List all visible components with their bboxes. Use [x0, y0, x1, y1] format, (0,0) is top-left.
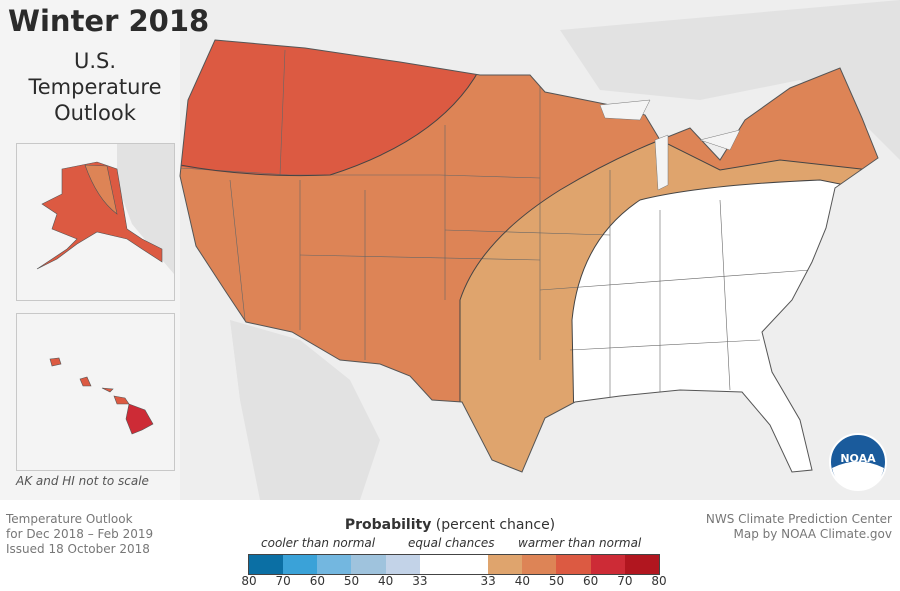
- legend-swatch: [317, 555, 352, 574]
- legend-tick: 40: [514, 574, 530, 588]
- page-title: Winter 2018: [8, 4, 210, 38]
- legend-tick: 70: [617, 574, 633, 588]
- legend-cooler: cooler than normal: [261, 536, 376, 550]
- issue-date: Issued 18 October 2018: [6, 542, 150, 556]
- legend-swatch: [283, 555, 318, 574]
- legend-warmer: warmer than normal: [518, 536, 642, 550]
- outlook-map: NOAA: [179, 0, 900, 500]
- legend-title-rest: (percent chance): [431, 517, 556, 533]
- legend-swatch: [351, 555, 386, 574]
- noaa-logo: NOAA: [829, 433, 887, 491]
- contour-33: [571, 179, 871, 472]
- legend-tick: 33: [480, 574, 496, 588]
- subtitle-line: U.S.: [73, 49, 117, 73]
- canada-land: [560, 0, 900, 160]
- region-northwest: [180, 40, 495, 176]
- legend-tick: 40: [378, 574, 394, 588]
- legend-tick: 50: [548, 574, 565, 588]
- legend-equal: equal chances: [408, 536, 495, 550]
- legend-swatch: [419, 555, 454, 574]
- legend-title-bold: Probability: [344, 517, 432, 533]
- legend-tick: 50: [343, 574, 360, 588]
- great-lakes: [599, 99, 741, 191]
- legend-swatch: [385, 555, 420, 574]
- noaa-logo-text: NOAA: [840, 452, 876, 465]
- legend-tick: 70: [275, 574, 291, 588]
- state-lines: [180, 49, 811, 400]
- outlook-info: Temperature Outlook for Dec 2018 – Feb 2…: [6, 512, 153, 557]
- inset-scale-note: AK and HI not to scale: [16, 474, 149, 488]
- legend-swatch: [556, 555, 591, 574]
- legend-swatch: [453, 555, 489, 574]
- credit-source: NWS Climate Prediction Center: [705, 512, 892, 526]
- contour-40: [459, 139, 871, 472]
- hawaii-map: [49, 357, 154, 435]
- legend-tick: 60: [583, 574, 599, 588]
- footer: Temperature Outlook for Dec 2018 – Feb 2…: [0, 500, 900, 591]
- alaska-map: [36, 144, 174, 274]
- hawaii-inset: [16, 313, 175, 471]
- subtitle-line: Temperature: [28, 75, 162, 99]
- outlook-period: for Dec 2018 – Feb 2019: [6, 527, 154, 541]
- legend-swatch: [590, 555, 625, 574]
- legend-tick: 33: [412, 574, 428, 588]
- legend-title: Probability (percent chance): [0, 517, 900, 533]
- legend-swatch: [249, 555, 284, 574]
- legend-swatch: [488, 555, 523, 574]
- outlook-label: Temperature Outlook: [6, 512, 133, 526]
- credits: NWS Climate Prediction Center Map by NOA…: [706, 512, 892, 542]
- credit-map: Map by NOAA Climate.gov: [733, 527, 892, 541]
- legend-color-bar: [248, 554, 660, 575]
- contour-50: [180, 40, 496, 177]
- legend-tick: 80: [651, 574, 667, 588]
- alaska-inset: [16, 143, 175, 301]
- legend-tick: 80: [241, 574, 257, 588]
- subtitle-line: Outlook: [54, 101, 136, 125]
- legend-swatch: [522, 555, 557, 574]
- legend-swatch: [624, 555, 659, 574]
- subtitle: U.S. Temperature Outlook: [10, 48, 180, 126]
- legend-tick: 60: [309, 574, 325, 588]
- mexico-land: [230, 320, 380, 500]
